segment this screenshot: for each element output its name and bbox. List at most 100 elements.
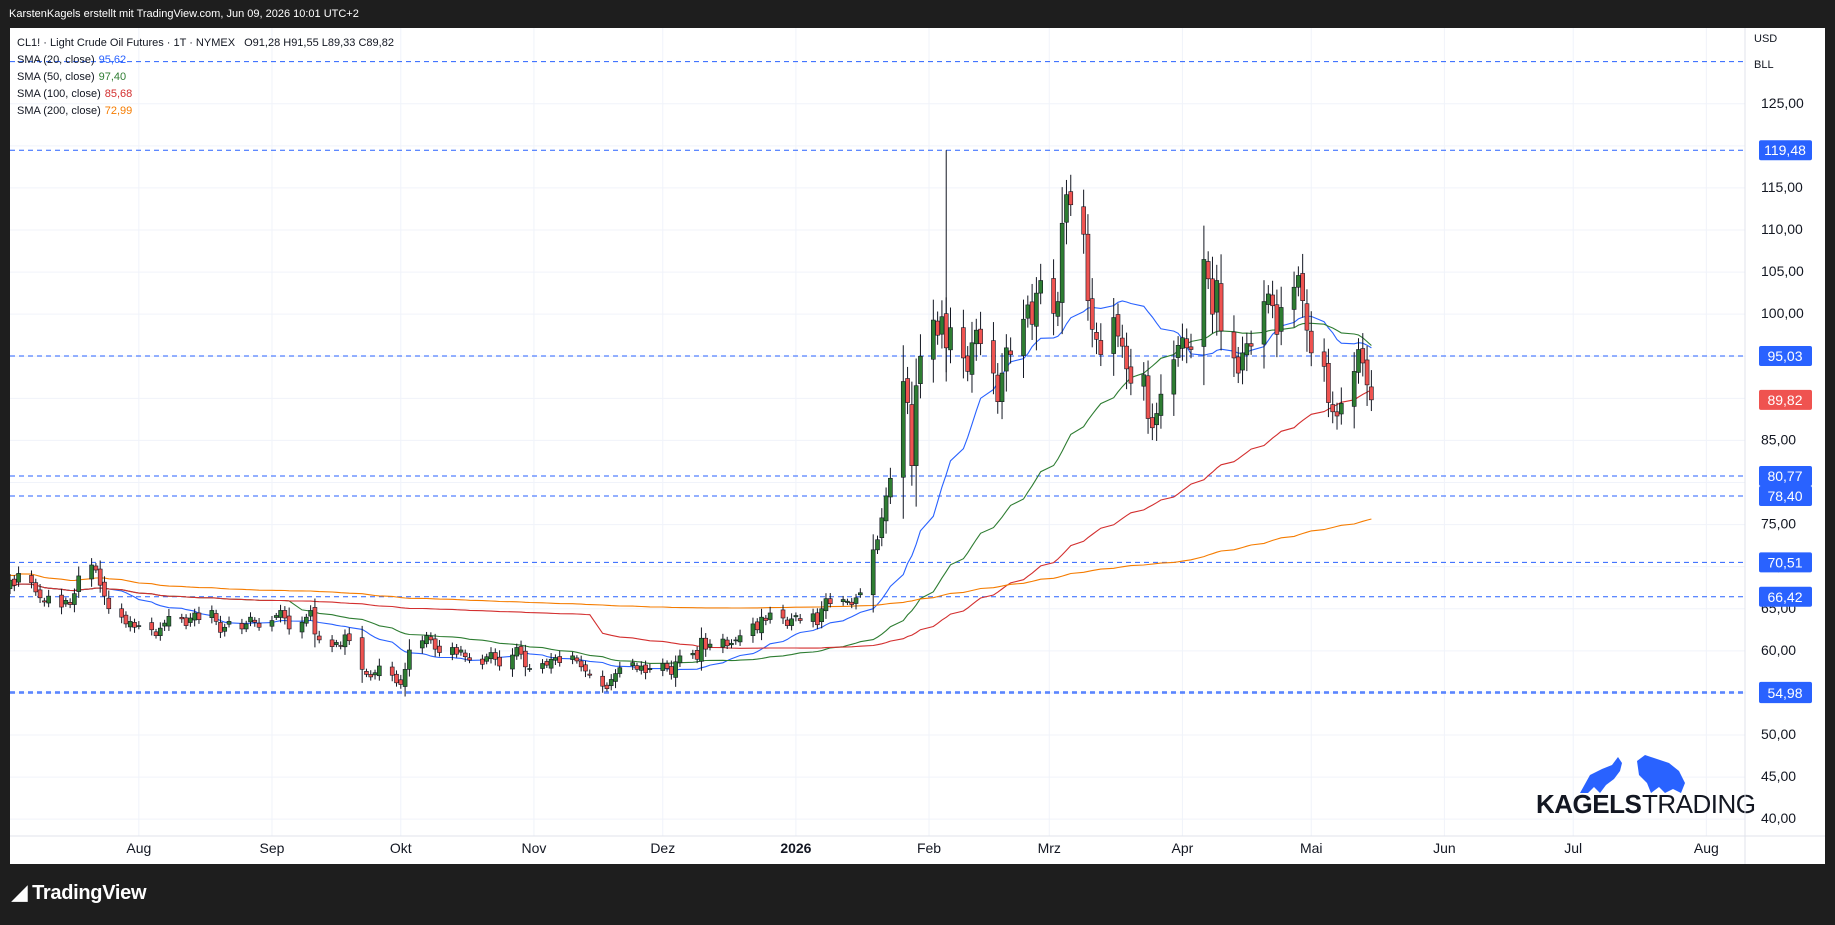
candle	[1266, 285, 1271, 314]
month-tick-label: Jun	[1433, 840, 1456, 856]
candle	[467, 653, 472, 664]
candle	[278, 604, 283, 623]
indicator-sma-100[interactable]: SMA (100, close) 85,68	[17, 86, 394, 103]
unit-label: BLL	[1754, 59, 1774, 71]
candle	[1231, 315, 1237, 378]
sma-line-100	[5, 389, 1372, 649]
candle	[1158, 374, 1164, 429]
logo-text-trading: TRADING	[1642, 789, 1756, 819]
level-badge-label: 66,42	[1767, 589, 1802, 605]
candle	[544, 658, 550, 668]
indicator-value: 72,99	[104, 105, 133, 117]
candle	[888, 467, 893, 504]
price-tick-label: 60,00	[1761, 642, 1796, 658]
candle	[497, 650, 502, 671]
candle	[222, 623, 228, 637]
candle	[797, 613, 803, 624]
candle	[136, 621, 142, 630]
candle	[1111, 298, 1117, 376]
candle	[995, 363, 1001, 414]
candle	[132, 618, 137, 633]
candle	[608, 674, 614, 691]
bull-icon	[1580, 757, 1622, 793]
candle	[398, 674, 404, 689]
candle	[377, 658, 382, 681]
candle	[557, 650, 563, 667]
candle	[827, 593, 833, 608]
candle	[1300, 253, 1305, 318]
candle	[389, 661, 395, 682]
chart-panel[interactable]: KAGELS TRADING USD BLL 40,0045,0050,0055…	[3, 28, 1825, 864]
candle	[1119, 324, 1125, 358]
candle	[76, 566, 82, 598]
candle	[1240, 336, 1245, 385]
price-chart[interactable]: KAGELS TRADING USD BLL 40,0045,0050,0055…	[3, 28, 1825, 864]
candle	[256, 617, 262, 631]
candle	[750, 617, 756, 643]
indicator-sma-50[interactable]: SMA (50, close) 97,40	[17, 69, 394, 86]
candle	[11, 575, 17, 592]
candle	[553, 654, 558, 666]
grid-lines	[10, 28, 1745, 836]
level-badge-bg	[1759, 485, 1812, 506]
candle	[312, 598, 318, 648]
candle	[89, 558, 94, 587]
month-tick-label: Jul	[1564, 840, 1582, 856]
candle	[37, 583, 43, 603]
candle	[724, 636, 730, 650]
candle	[106, 590, 112, 614]
candle	[226, 616, 232, 628]
candle	[1201, 225, 1207, 386]
candle	[978, 311, 983, 356]
candle	[754, 618, 760, 634]
candle	[1004, 334, 1009, 392]
candle	[372, 669, 378, 680]
candle	[1339, 387, 1344, 425]
candle	[1291, 271, 1297, 328]
candle	[1356, 338, 1361, 384]
symbol-title: CL1! · Light Crude Oil Futures · 1T · NY…	[17, 37, 236, 49]
month-tick-label: Mai	[1300, 840, 1323, 856]
candle	[673, 655, 678, 687]
candle	[59, 588, 64, 615]
price-tick-label: 85,00	[1761, 431, 1796, 447]
indicator-sma-200[interactable]: SMA (200, close) 72,99	[17, 103, 394, 120]
month-tick-label: Okt	[390, 840, 412, 856]
month-tick-label: Dez	[650, 840, 675, 856]
candle	[613, 669, 618, 689]
candle	[316, 630, 322, 644]
candle	[1094, 322, 1099, 355]
candle	[1321, 338, 1327, 382]
candle	[1081, 189, 1086, 254]
price-tick-label: 105,00	[1761, 263, 1804, 279]
tradingview-footer[interactable]: ◢ TradingView	[12, 880, 147, 905]
candle	[1055, 291, 1061, 327]
tradingview-logo-icon: ◢	[12, 882, 28, 904]
level-badge-bg	[1759, 586, 1812, 607]
indicator-label: SMA (200, close)	[17, 105, 101, 117]
level-badges: 119,4895,0380,7778,4070,5166,4255,1254,9…	[1759, 140, 1812, 704]
time-axis[interactable]: Aug Sep Okt Nov Dez 2026 Feb Mrz Apr Mai Jun Jul Aug	[126, 840, 1718, 856]
candle	[939, 300, 945, 349]
candle	[793, 612, 799, 622]
candle	[123, 611, 129, 628]
indicator-label: SMA (100, close)	[17, 88, 101, 100]
candle	[492, 648, 498, 666]
candle	[158, 622, 163, 641]
candle	[1308, 311, 1314, 367]
indicator-sma-20[interactable]: SMA (20, close) 95,62	[17, 52, 394, 69]
candle	[961, 309, 966, 379]
candle	[1184, 328, 1190, 364]
candle	[510, 648, 515, 677]
candle	[1068, 174, 1074, 216]
candle	[634, 662, 640, 673]
chart-legend: CL1! · Light Crude Oil Futures · 1T · NY…	[17, 35, 394, 120]
candles	[3, 174, 1374, 697]
indicator-label: SMA (20, close)	[17, 54, 95, 66]
candle	[239, 618, 245, 635]
candle	[1278, 286, 1284, 346]
candle	[1261, 280, 1267, 369]
candle	[1150, 403, 1155, 441]
candle	[1248, 330, 1254, 355]
candle	[660, 658, 666, 677]
